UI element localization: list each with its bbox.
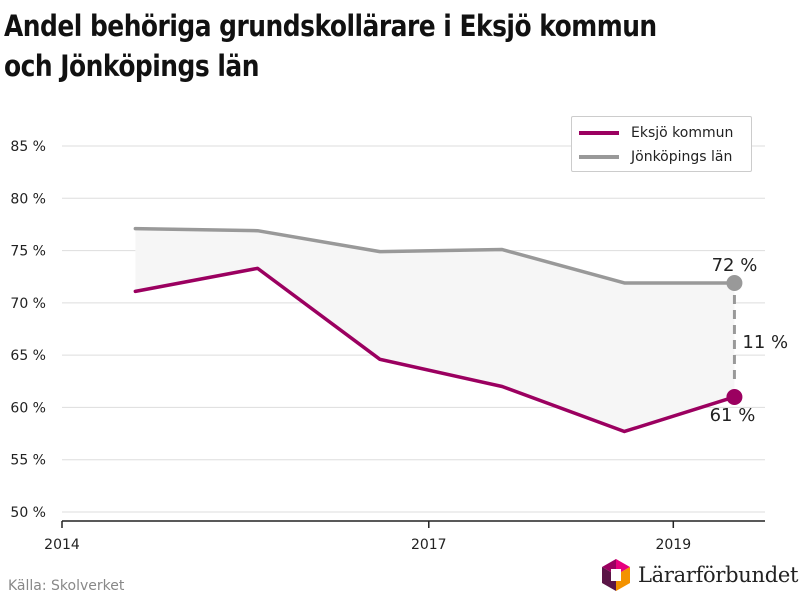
end-label-eksjo: 61 % — [710, 405, 756, 426]
legend-item-jonkoping[interactable]: Jönköpings län — [579, 147, 732, 167]
end-label-jonkoping: 72 % — [712, 255, 758, 276]
logo-text: Lärarförbundet — [638, 563, 799, 587]
series-line-eksjo — [133, 266, 737, 434]
series-line-jonkoping — [133, 226, 737, 285]
legend-label-jonkoping: Jönköpings län — [631, 149, 733, 165]
y-tick-label: 65 % — [10, 348, 46, 364]
legend-swatch-jonkoping — [579, 155, 619, 159]
y-tick-label: 50 % — [10, 505, 46, 521]
end-point-jonkoping — [726, 274, 743, 291]
gap-label: 11 % — [742, 332, 788, 353]
x-tick-label: 2017 — [411, 537, 447, 553]
x-tick-label: 2019 — [655, 537, 691, 553]
legend-item-eksjo[interactable]: Eksjö kommun — [579, 123, 733, 143]
y-tick-label: 70 % — [10, 296, 46, 312]
gap-area — [135, 228, 735, 432]
annotations: 72 % 61 % 11 % — [710, 255, 789, 426]
x-axis: 2014 2017 2019 — [44, 520, 765, 553]
series-lines — [133, 226, 737, 434]
legend: Eksjö kommun Jönköpings län — [571, 116, 752, 172]
hexagon-logo-icon — [602, 559, 630, 591]
end-point-eksjo — [726, 388, 743, 405]
lararforbundet-logo: Lärarförbundet — [600, 557, 798, 593]
y-tick-label: 80 % — [10, 191, 46, 207]
y-axis: 50 % 55 % 60 % 65 % 70 % 75 % 80 % 85 % — [10, 139, 46, 521]
y-tick-label: 60 % — [10, 400, 46, 416]
source-note: Källa: Skolverket — [8, 578, 125, 594]
y-tick-label: 85 % — [10, 139, 46, 155]
x-tick-label: 2014 — [44, 537, 80, 553]
chart-title: Andel behöriga grundskollärare i Eksjö k… — [4, 9, 657, 83]
legend-swatch-eksjo — [579, 131, 619, 135]
y-tick-label: 55 % — [10, 453, 46, 469]
legend-label-eksjo: Eksjö kommun — [631, 125, 734, 141]
logo-center — [611, 569, 621, 581]
y-tick-label: 75 % — [10, 244, 46, 260]
